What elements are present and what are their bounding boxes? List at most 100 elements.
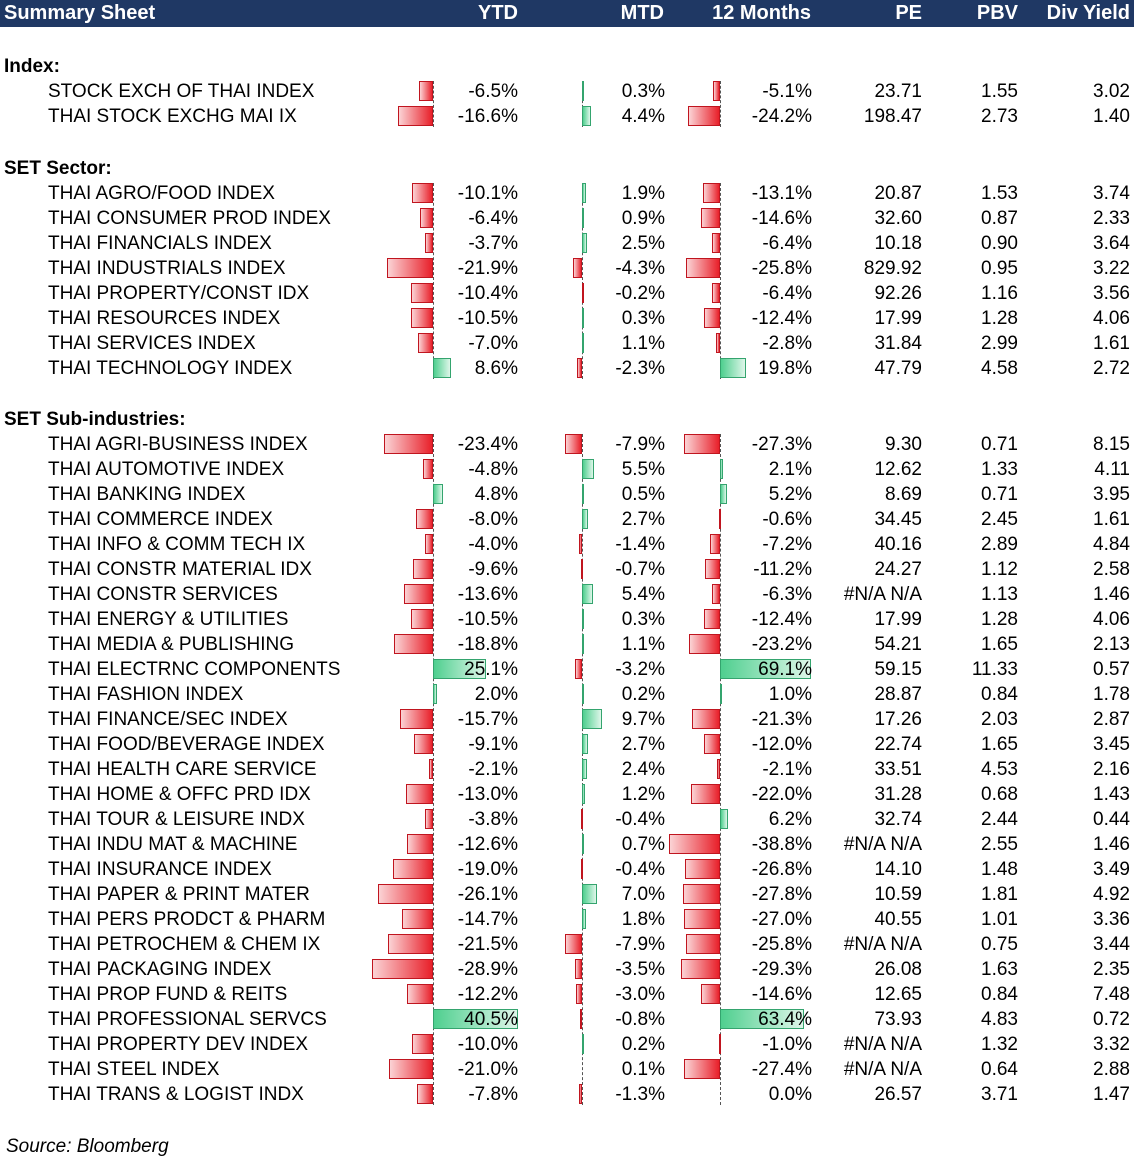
ytd-value: -13.6% [457,584,518,605]
m12-value: -11.2% [753,559,812,580]
mtd-value: -1.4% [615,534,665,555]
index-name: THAI INFO & COMM TECH IX [48,534,306,555]
dy-value: 1.47 [1093,1084,1130,1105]
mtd-value: -7.9% [615,934,665,955]
dy-value: 3.49 [1093,859,1130,880]
m12-value: 1.0% [768,684,812,705]
zero-axis-mtd [582,81,583,127]
m12-value: -24.2% [751,106,812,127]
pbv-value: 1.48 [981,859,1018,880]
mtd-value: 2.4% [621,759,665,780]
dy-value: 2.16 [1093,759,1130,780]
ytd-value: -8.0% [468,509,518,530]
pbv-value: 0.71 [981,484,1018,505]
pe-value: #N/A N/A [843,1034,922,1055]
mtd-bar [582,884,597,904]
index-name: THAI AGRI-BUSINESS INDEX [48,434,308,455]
ytd-bar [413,734,433,754]
pbv-value: 1.33 [981,459,1018,480]
mtd-bar [582,1034,584,1054]
dy-value: 4.92 [1093,884,1130,905]
m12-bar [681,959,720,979]
index-name: THAI FINANCE/SEC INDEX [48,709,288,730]
pe-value: 32.74 [874,809,922,830]
m12-bar [720,684,722,704]
index-name: THAI FASHION INDEX [48,684,244,705]
m12-bar [705,559,720,579]
m12-value: -26.8% [751,859,812,880]
ytd-value: -10.5% [457,308,518,329]
ytd-value: -10.0% [457,1034,518,1055]
index-name: THAI AGRO/FOOD INDEX [48,183,275,204]
mtd-value: 0.2% [621,1034,665,1055]
ytd-bar [433,659,486,679]
pe-value: #N/A N/A [843,1059,922,1080]
ytd-bar [407,984,433,1004]
mtd-value: -7.9% [615,434,665,455]
dy-value: 3.22 [1093,258,1130,279]
mtd-value: 1.9% [621,183,665,204]
mtd-bar [582,106,592,126]
m12-value: -22.0% [751,784,812,805]
index-name: THAI PROFESSIONAL SERVCS [48,1009,327,1030]
pbv-value: 1.65 [981,734,1018,755]
pbv-value: 0.95 [981,258,1018,279]
index-name: THAI CONSTR SERVICES [48,584,278,605]
mtd-value: -0.4% [615,859,665,880]
m12-value: 2.1% [768,459,812,480]
ytd-bar [433,484,444,504]
mtd-value: 9.7% [621,709,665,730]
index-name: THAI SERVICES INDEX [48,333,256,354]
ytd-value: -9.6% [468,559,518,580]
sheet-title: Summary Sheet [4,2,156,24]
index-name: THAI INSURANCE INDEX [48,859,272,880]
col-header-12m: 12 Months [712,2,811,24]
m12-value: -6.4% [762,283,812,304]
pe-value: #N/A N/A [843,834,922,855]
dy-value: 3.64 [1093,233,1130,254]
m12-value: -23.2% [751,634,812,655]
pbv-value: 1.81 [981,884,1018,905]
index-name: THAI AUTOMOTIVE INDEX [48,459,285,480]
m12-bar [688,106,720,126]
ytd-bar [411,183,433,203]
dy-value: 2.87 [1093,709,1130,730]
dy-value: 2.33 [1093,208,1130,229]
ytd-value: -23.4% [457,434,518,455]
pbv-value: 11.33 [971,659,1018,680]
mtd-value: 2.7% [621,734,665,755]
m12-bar [720,358,747,378]
mtd-bar [577,358,582,378]
pbv-value: 2.89 [981,534,1018,555]
mtd-value: 2.7% [621,509,665,530]
mtd-bar [582,709,603,729]
mtd-value: -3.2% [615,659,665,680]
ytd-bar [412,1034,433,1054]
m12-bar [704,734,720,754]
mtd-bar [582,734,588,754]
ytd-bar [387,934,433,954]
ytd-value: -2.1% [468,759,518,780]
ytd-value: 8.6% [474,358,518,379]
m12-bar [685,258,720,278]
ytd-bar [425,233,433,253]
dy-value: 1.43 [1093,784,1130,805]
mtd-value: -0.2% [615,283,665,304]
index-name: THAI TOUR & LEISURE INDX [48,809,305,830]
pe-value: 829.92 [863,258,922,279]
index-name: THAI RESOURCES INDEX [48,308,281,329]
ytd-value: 4.8% [474,484,518,505]
mtd-value: 2.5% [621,233,665,254]
m12-value: 63.4% [758,1009,812,1030]
m12-value: -27.8% [751,884,812,905]
mtd-bar [580,559,583,579]
pbv-value: 4.53 [981,759,1018,780]
m12-value: -7.2% [762,534,812,555]
m12-bar [702,183,720,203]
ytd-value: -19.0% [457,859,518,880]
mtd-bar [582,333,585,353]
pbv-value: 2.44 [981,809,1018,830]
pe-value: 10.59 [874,884,922,905]
pbv-value: 2.03 [981,709,1018,730]
pe-value: 12.62 [874,459,922,480]
